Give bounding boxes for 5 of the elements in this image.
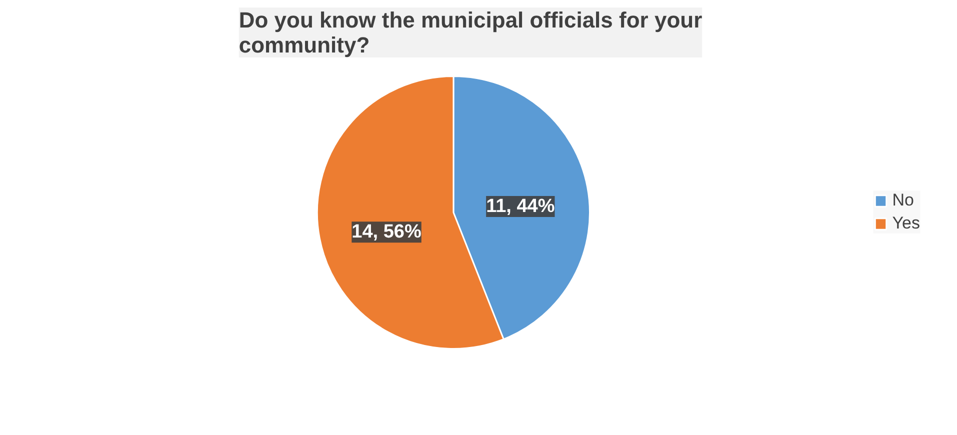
legend-label: Yes (892, 214, 920, 234)
data-label: 14, 56% (352, 222, 422, 243)
chart-title: Do you know the municipal officials for your community? (238, 8, 703, 58)
data-label: 11, 44% (486, 196, 555, 218)
legend-label: No (892, 190, 914, 210)
